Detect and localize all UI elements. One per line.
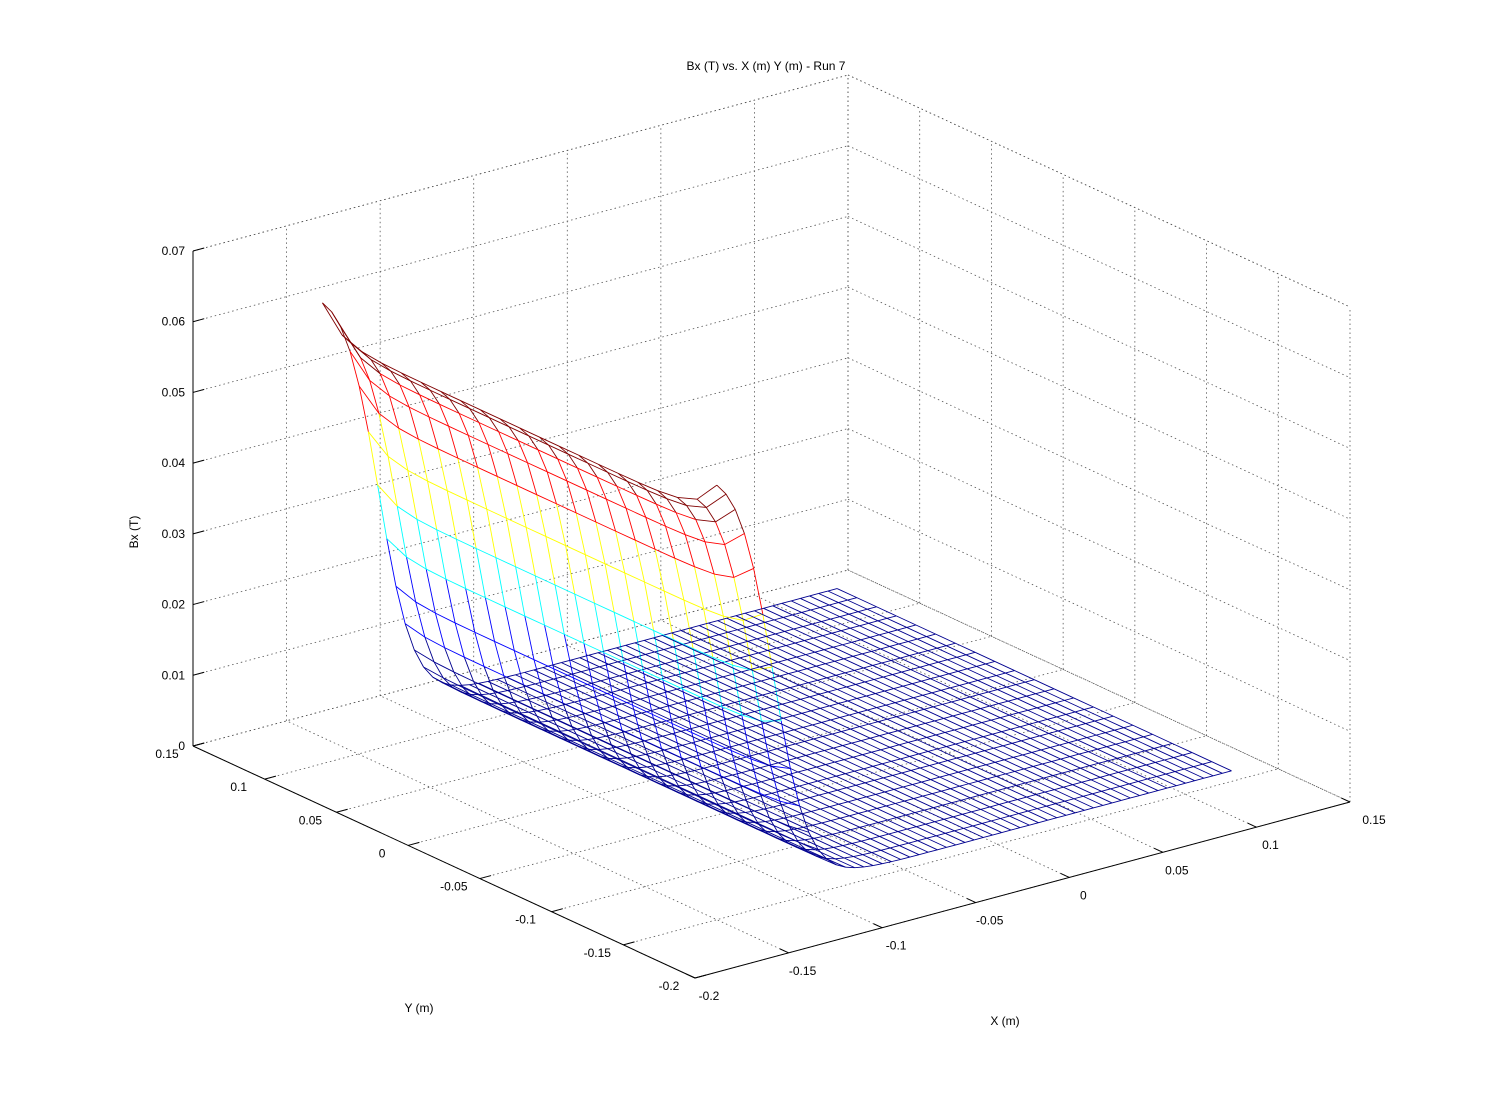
y-tick-label: 0.05 bbox=[299, 813, 323, 827]
y-tick-label: -0.15 bbox=[584, 946, 612, 960]
y-tick-label: -0.05 bbox=[440, 880, 468, 894]
chart-title: Bx (T) vs. X (m) Y (m) - Run 7 bbox=[687, 59, 846, 73]
x-tick-label: 0.15 bbox=[1362, 813, 1386, 827]
x-tick-label: -0.05 bbox=[976, 914, 1004, 928]
x-tick-label: 0.1 bbox=[1262, 838, 1279, 852]
z-tick-label: 0.06 bbox=[162, 315, 186, 329]
z-tick-label: 0 bbox=[178, 739, 185, 753]
x-tick-label: -0.1 bbox=[886, 939, 907, 953]
x-axis-label: X (m) bbox=[990, 1014, 1019, 1028]
z-axis-label: Bx (T) bbox=[127, 516, 141, 549]
z-tick-label: 0.01 bbox=[162, 668, 186, 682]
z-tick-label: 0.02 bbox=[162, 598, 186, 612]
y-tick-label: 0.1 bbox=[230, 780, 247, 794]
x-tick-label: 0.05 bbox=[1165, 863, 1189, 877]
y-tick-label: 0.15 bbox=[155, 747, 179, 761]
y-tick-label: 0 bbox=[379, 846, 386, 860]
y-tick-label: -0.2 bbox=[659, 979, 680, 993]
x-tick-label: 0 bbox=[1080, 888, 1087, 902]
z-tick-label: 0.05 bbox=[162, 385, 186, 399]
z-tick-label: 0.07 bbox=[162, 244, 186, 258]
y-tick-label: -0.1 bbox=[515, 913, 536, 927]
z-tick-label: 0.03 bbox=[162, 527, 186, 541]
z-tick-label: 0.04 bbox=[162, 456, 186, 470]
x-tick-label: -0.2 bbox=[699, 989, 720, 1003]
x-tick-label: -0.15 bbox=[789, 964, 817, 978]
y-axis-label: Y (m) bbox=[404, 1001, 433, 1015]
